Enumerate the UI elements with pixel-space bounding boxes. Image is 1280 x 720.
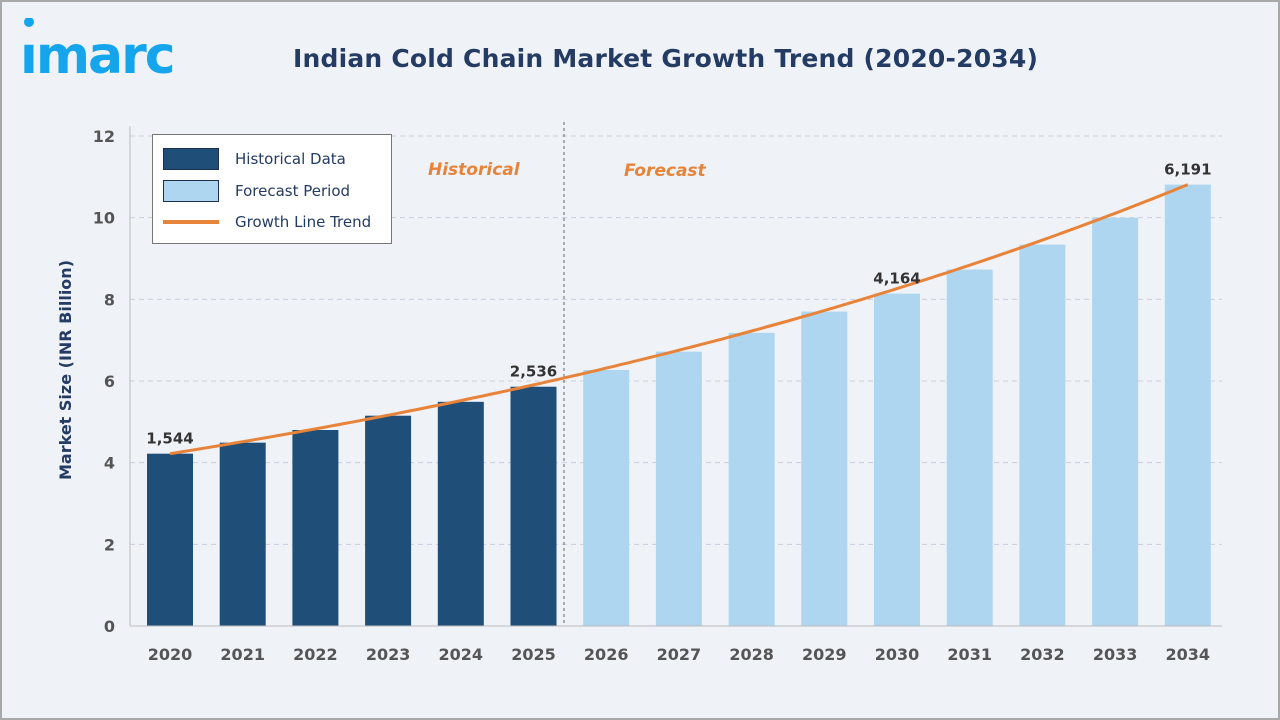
growth-trend-line bbox=[169, 183, 1189, 456]
bar-2033 bbox=[1092, 217, 1139, 626]
x-tick-label: 2023 bbox=[366, 645, 411, 664]
y-axis-label: Market Size (INR Billion) bbox=[56, 260, 75, 480]
legend-label: Historical Data bbox=[235, 150, 346, 168]
legend-swatch-historical bbox=[163, 148, 219, 170]
y-tick-label: 10 bbox=[93, 209, 115, 228]
bar-2022 bbox=[292, 430, 339, 626]
svg-text:ımarc: ımarc bbox=[20, 26, 174, 80]
y-tick-label: 8 bbox=[104, 290, 115, 309]
data-label-2020: 1,544 bbox=[146, 430, 193, 448]
bar-2021 bbox=[219, 442, 266, 626]
bar-2031 bbox=[946, 269, 993, 626]
x-tick-label: 2028 bbox=[729, 645, 774, 664]
y-tick-label: 6 bbox=[104, 372, 115, 391]
legend-item-trend: Growth Line Trend bbox=[163, 210, 371, 234]
chart-title: Indian Cold Chain Market Growth Trend (2… bbox=[293, 44, 1039, 73]
legend-item-forecast: Forecast Period bbox=[163, 179, 350, 203]
data-label-2034: 6,191 bbox=[1164, 161, 1211, 179]
x-tick-label: 2020 bbox=[148, 645, 193, 664]
y-tick-label: 2 bbox=[104, 535, 115, 554]
bar-2023 bbox=[365, 415, 412, 626]
x-tick-label: 2027 bbox=[657, 645, 702, 664]
bar-2030 bbox=[874, 293, 920, 626]
forecast-annotation: Forecast bbox=[624, 161, 707, 181]
y-tick-label: 4 bbox=[104, 454, 115, 473]
bar-2034 bbox=[1164, 184, 1211, 626]
bar-2025 bbox=[510, 386, 557, 626]
x-tick-label: 2026 bbox=[584, 645, 629, 664]
bar-2028 bbox=[728, 332, 775, 626]
legend-label: Growth Line Trend bbox=[235, 213, 372, 231]
x-tick-label: 2034 bbox=[1166, 645, 1211, 664]
x-tick-label: 2030 bbox=[875, 645, 920, 664]
bar-2027 bbox=[655, 351, 702, 626]
legend-swatch-forecast bbox=[163, 180, 219, 202]
legend: Historical Data Forecast Period Growth L… bbox=[152, 134, 392, 244]
bar-2026 bbox=[583, 369, 630, 626]
y-tick-label: 12 bbox=[93, 127, 115, 146]
x-tick-label: 2029 bbox=[802, 645, 847, 664]
legend-label: Forecast Period bbox=[235, 182, 351, 200]
historical-annotation: Historical bbox=[428, 160, 521, 180]
legend-item-historical: Historical Data bbox=[163, 147, 346, 171]
x-tick-label: 2024 bbox=[439, 645, 484, 664]
bar-2029 bbox=[801, 311, 848, 626]
x-tick-label: 2033 bbox=[1093, 645, 1138, 664]
imarc-logo: ımarc bbox=[20, 17, 205, 86]
x-tick-label: 2031 bbox=[947, 645, 992, 664]
bar-2024 bbox=[437, 401, 484, 626]
bar-2020 bbox=[147, 453, 193, 626]
x-tick-label: 2022 bbox=[293, 645, 338, 664]
x-tick-label: 2032 bbox=[1020, 645, 1065, 664]
data-label-2025: 2,536 bbox=[510, 363, 557, 381]
legend-swatch-trend bbox=[163, 220, 219, 224]
bar-2032 bbox=[1019, 244, 1066, 626]
x-tick-label: 2021 bbox=[220, 645, 265, 664]
bars bbox=[147, 184, 1211, 626]
y-tick-label: 0 bbox=[104, 617, 115, 636]
data-label-2030: 4,164 bbox=[873, 270, 920, 288]
x-tick-label: 2025 bbox=[511, 645, 556, 664]
